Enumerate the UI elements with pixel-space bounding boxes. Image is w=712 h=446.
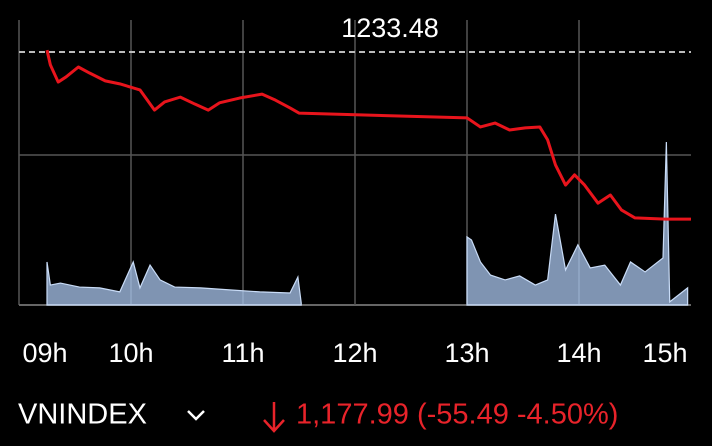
x-tick-label: 11h bbox=[221, 338, 264, 368]
plot: 09h 10h 11h 12h 13h 14h 15h 1233.48 bbox=[19, 13, 692, 368]
reference-label: 1233.48 bbox=[341, 13, 439, 43]
x-tick-label: 15h bbox=[642, 338, 687, 368]
symbol[interactable]: VNINDEX bbox=[18, 399, 147, 431]
down-arrow bbox=[263, 402, 285, 433]
dropdown-chevron[interactable] bbox=[187, 410, 205, 421]
x-tick-label: 12h bbox=[332, 338, 377, 368]
x-tick-label: 13h bbox=[444, 338, 489, 368]
x-tick-label: 09h bbox=[22, 338, 67, 368]
x-tick-label: 10h bbox=[108, 338, 153, 368]
volume-area bbox=[46, 141, 689, 306]
quote: 1,177.99 (-55.49 -4.50%) bbox=[296, 399, 618, 431]
x-tick-label: 14h bbox=[556, 338, 601, 368]
price-line bbox=[45, 49, 692, 221]
